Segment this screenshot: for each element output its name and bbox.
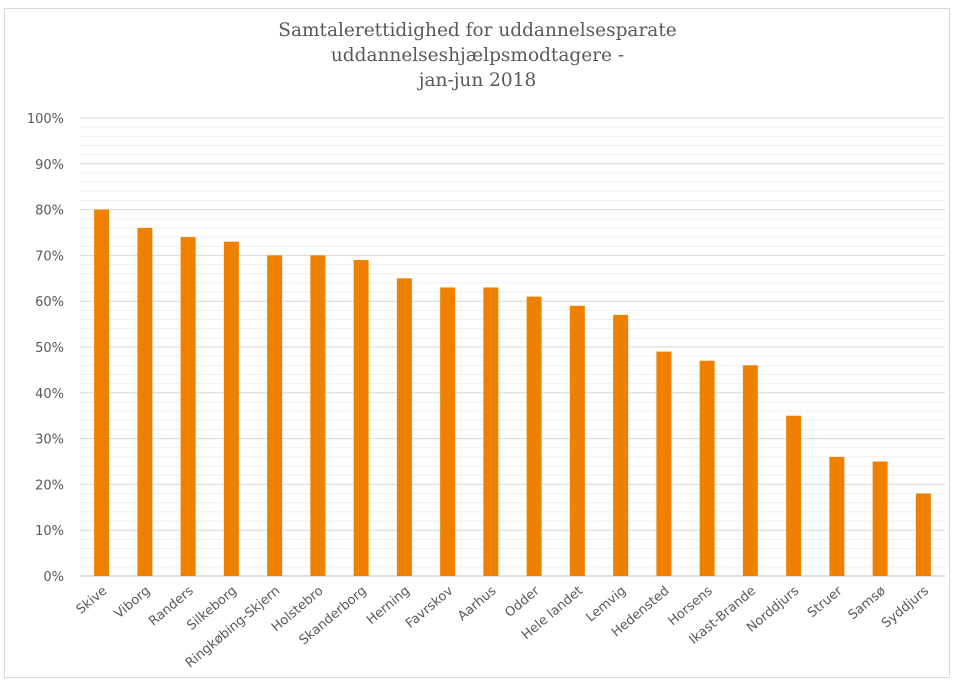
bar: [872, 461, 888, 576]
bar: [267, 255, 283, 576]
chart-title-line-3: jan-jun 2018: [418, 70, 537, 91]
y-tick-label: 30%: [35, 433, 64, 448]
y-tick-label: 40%: [35, 387, 64, 402]
x-tick-label: Syddjurs: [879, 583, 932, 631]
x-tick-label: Aarhus: [455, 583, 499, 624]
bar: [440, 287, 456, 576]
y-tick-label: 10%: [35, 524, 64, 539]
bar: [699, 360, 715, 576]
bar: [223, 241, 239, 576]
bar: [656, 351, 672, 576]
bar: [353, 259, 369, 576]
bar: [915, 493, 931, 576]
x-tick-label: Struer: [805, 583, 846, 621]
bar: [786, 415, 802, 576]
bar: [613, 314, 629, 576]
y-tick-label: 80%: [35, 204, 64, 219]
chart-title-line-2: uddannelseshjælpsmodtagere -: [330, 45, 625, 66]
bar: [94, 209, 110, 576]
bar: [569, 305, 585, 576]
x-tick-label: Skive: [74, 584, 111, 618]
x-tick-label: Odder: [502, 583, 543, 621]
bar: [310, 255, 326, 576]
chart-title-line-1: Samtalerettidighed for uddannelsesparate: [278, 20, 677, 41]
y-tick-label: 70%: [35, 249, 64, 264]
y-tick-label: 50%: [35, 341, 64, 356]
bar: [829, 456, 845, 576]
y-tick-label: 0%: [43, 570, 64, 585]
x-tick-label: Favrskov: [403, 583, 456, 631]
y-tick-label: 20%: [35, 478, 64, 493]
bar: [742, 365, 758, 576]
bar: [483, 287, 499, 576]
y-tick-label: 90%: [35, 158, 64, 173]
chart-title: Samtalerettidighed for uddannelsesparate…: [0, 18, 955, 93]
bar: [137, 227, 153, 577]
bar: [180, 237, 196, 576]
y-tick-label: 100%: [27, 112, 64, 127]
y-tick-label: 60%: [35, 295, 64, 310]
bar: [396, 278, 412, 576]
bar: [526, 296, 542, 576]
